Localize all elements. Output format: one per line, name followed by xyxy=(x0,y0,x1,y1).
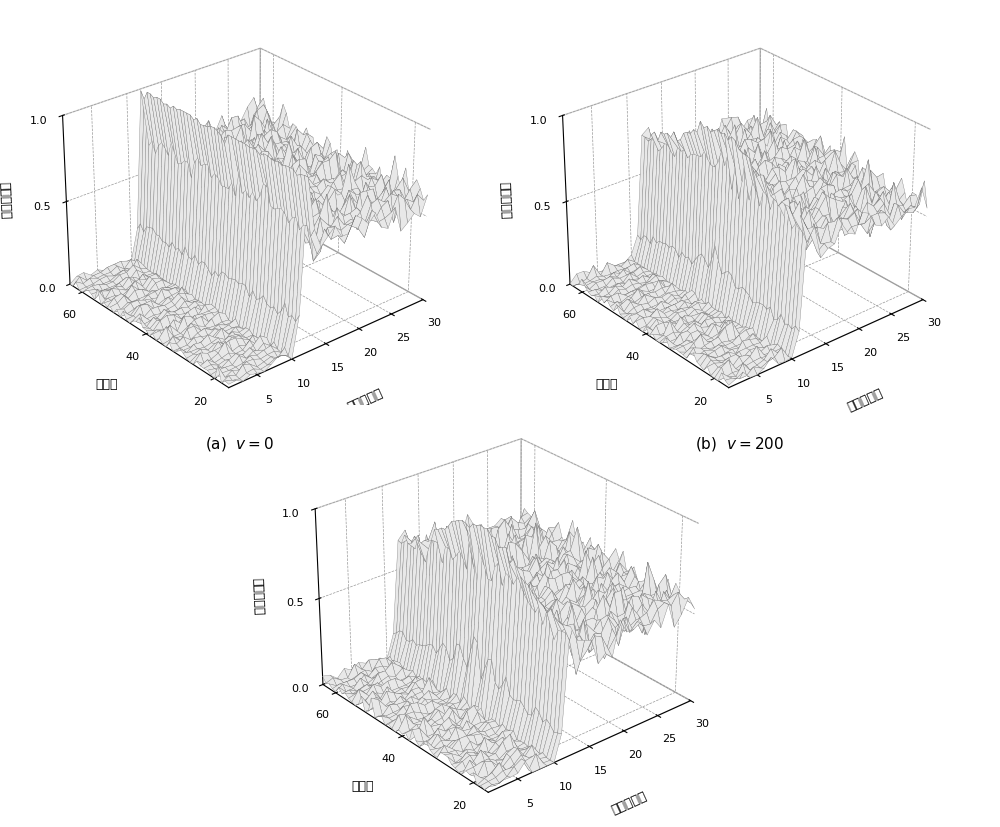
X-axis label: 粗分辨单元: 粗分辨单元 xyxy=(345,386,385,414)
Y-axis label: 子脉冲: 子脉冲 xyxy=(352,779,374,792)
X-axis label: 粗分辨单元: 粗分辨单元 xyxy=(845,386,885,414)
Y-axis label: 子脉冲: 子脉冲 xyxy=(96,377,118,390)
Y-axis label: 子脉冲: 子脉冲 xyxy=(596,377,618,390)
X-axis label: 粗分辨单元: 粗分辨单元 xyxy=(609,788,648,815)
Text: (b)  $v = 200$: (b) $v = 200$ xyxy=(695,434,785,452)
Text: (a)  $v = 0$: (a) $v = 0$ xyxy=(205,434,275,452)
